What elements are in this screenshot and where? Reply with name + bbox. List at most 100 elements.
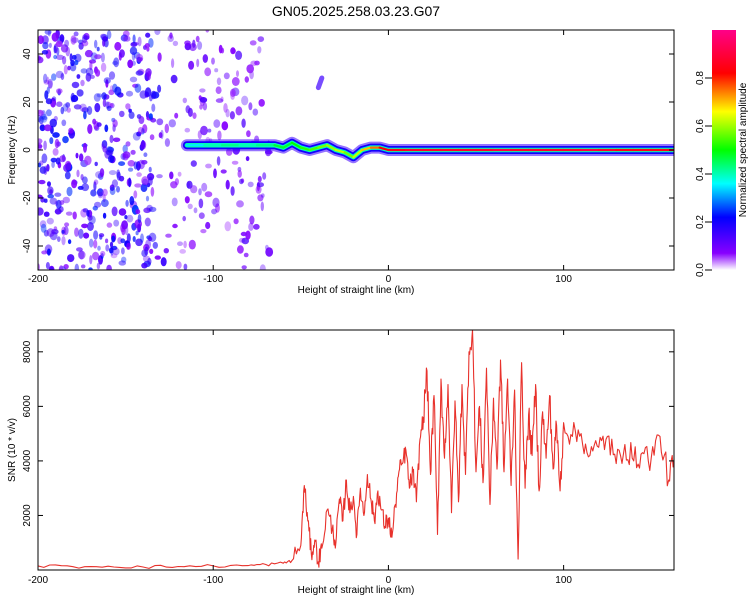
spectrogram-noise-cell <box>213 168 217 179</box>
spectrogram-noise-cell <box>73 104 82 110</box>
spectrogram-noise-cell <box>204 191 213 198</box>
spectrogram-noise-cell <box>163 248 169 254</box>
spectrogram-noise-cell <box>46 86 50 94</box>
spectrogram-noise-cell <box>96 188 104 197</box>
spectrogram-noise-cell <box>108 71 116 80</box>
spectrogram-noise-cell <box>125 103 131 110</box>
spectrogram-noise-cell <box>132 34 136 44</box>
spectrogram-noise-cell <box>147 70 152 81</box>
spectrogram-noise-cell <box>44 30 52 35</box>
spectrogram-noise-cell <box>43 73 48 84</box>
spectrogram-noise-cell <box>64 171 71 180</box>
spectrogram-noise-cell <box>109 241 114 248</box>
spectrogram-noise-cell <box>71 54 77 60</box>
spectrogram-noise-cell <box>237 170 242 178</box>
spectrogram-noise-cell <box>125 90 134 97</box>
colorbar-tick-label: 0.6 <box>695 119 706 133</box>
spectrogram-noise-cell <box>259 264 266 270</box>
snr-ytick-label: 4000 <box>22 449 33 472</box>
spectrogram-noise-cell <box>38 35 44 45</box>
spectrogram-noise-cell <box>55 70 64 79</box>
spectrogram-noise-cell <box>50 157 57 163</box>
spectrogram-noise-cell <box>157 84 162 93</box>
spectrogram-noise-cell <box>112 247 120 256</box>
spectrogram-noise-cell <box>236 200 244 208</box>
spectrogram-noise-cell <box>239 178 244 185</box>
spectrogram-noise-cell <box>109 85 114 92</box>
spectrogram-noise-cell <box>119 110 125 118</box>
colorbar-tick-label: 0.8 <box>695 71 706 85</box>
spectrogram-noise-cell <box>136 131 142 137</box>
spectrogram-noise-cell <box>78 250 85 260</box>
spectrogram-noise-cell <box>108 154 115 163</box>
spectrogram-noise-cell <box>253 223 260 230</box>
spectrogram-noise-cell <box>164 138 170 147</box>
colorbar-label: Normalized spectral amplitude <box>738 82 749 217</box>
spectrogram-noise-cell <box>132 236 136 242</box>
spectrogram-noise-cell <box>83 111 87 120</box>
spectrogram-noise-cell <box>86 106 93 115</box>
spectrogram-noise-cell <box>200 125 208 136</box>
spectrogram-noise-cell <box>113 57 120 68</box>
spectrogram-noise-cell <box>129 76 138 83</box>
snr-ylabel: SNR (10 * v/v) <box>7 418 18 482</box>
spectrogram-noise-cell <box>38 114 42 123</box>
spectrogram-noise-cell <box>151 103 156 113</box>
spectrogram-noise-cell <box>54 192 62 197</box>
spectrogram-noise-cell <box>126 242 131 250</box>
snr-ytick-label: 8000 <box>22 340 33 363</box>
spectrogram-noise-cell <box>229 111 235 120</box>
spectrogram-ridge-segment <box>352 148 364 159</box>
spectrogram-noise-cell <box>43 198 48 203</box>
spectrogram-noise-cell <box>93 239 98 249</box>
spectrogram-noise-cell <box>86 209 90 217</box>
spectrogram-noise-cell <box>141 160 148 165</box>
spectrogram-noise-cell <box>164 123 169 134</box>
spectrogram-noise-cell <box>60 44 69 53</box>
spectrogram-noise-cell <box>148 176 153 186</box>
spectrogram-noise-cell <box>46 217 54 225</box>
spectrogram-noise-cell <box>218 44 223 54</box>
spectrogram-noise-cell <box>174 178 179 186</box>
spectrogram-noise-cell <box>143 152 148 157</box>
spectrogram-noise-cell <box>48 80 53 89</box>
spectrogram-noise-cell <box>199 104 203 110</box>
spectrogram-noise-cell <box>225 179 230 190</box>
spectrogram-noise-cell <box>102 146 108 153</box>
spectrogram-noise-cell <box>60 106 65 115</box>
spectrogram-noise-cell <box>170 74 178 84</box>
spectrogram-noise-cell <box>201 182 208 192</box>
spectrogram-noise-cell <box>137 127 144 134</box>
spectrogram-noise-cell <box>93 181 97 191</box>
spectrogram-noise-cell <box>77 185 84 190</box>
spectrogram-noise-cell <box>131 51 136 61</box>
spectrogram-noise-cell <box>231 160 239 165</box>
spectrogram-noise-cell <box>64 160 72 171</box>
snr-xtick-label: -100 <box>203 575 223 586</box>
spectrogram-noise-cell <box>184 196 190 204</box>
spectrogram-noise-cell <box>84 49 93 58</box>
spectrogram-noise-cell <box>230 186 235 196</box>
spectrogram-noise-cell <box>257 36 265 42</box>
spectrogram-xlabel: Height of straight line (km) <box>298 285 415 296</box>
spectrogram-noise-cell <box>224 221 232 232</box>
spectrogram-noise-cell <box>96 46 100 52</box>
spectrogram-noise-cell <box>65 46 71 57</box>
spectrogram-noise-cell <box>43 124 52 132</box>
spectrogram-noise-cell <box>45 109 52 117</box>
spectrogram-noise-cell <box>118 260 127 266</box>
spectrogram-noise-cell <box>255 185 262 194</box>
spectrogram-noise-cell <box>47 78 53 89</box>
spectrogram-noise-cell <box>125 199 129 207</box>
spectrogram-noise-cell <box>149 134 155 141</box>
spectrogram-noise-cell <box>61 119 67 127</box>
spectrogram-noise-cell <box>100 33 107 39</box>
spectrogram-noise-cell <box>257 194 264 202</box>
spectrogram-noise-cell <box>154 30 161 36</box>
spectrogram-noise-cell <box>248 102 253 111</box>
spectrogram-noise-cell <box>250 60 258 66</box>
spectrogram-noise-cell <box>41 35 49 45</box>
spectrogram-noise-cell <box>179 249 186 254</box>
spectrogram-noise-cell <box>60 73 65 80</box>
spectrogram-noise-cell <box>245 156 250 162</box>
